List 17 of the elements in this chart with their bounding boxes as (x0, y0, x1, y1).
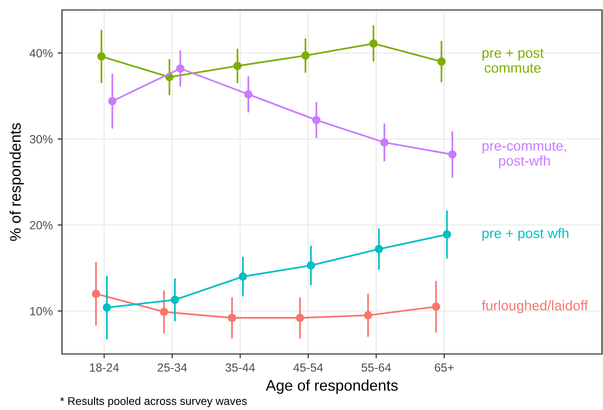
text: pre + post wfh (482, 228, 568, 241)
y-tick-label: 40% (30, 49, 53, 58)
y-tick-label: 30% (30, 135, 53, 144)
x-tick-label: 35-44 (226, 363, 255, 372)
text: furloughed/laidoff (482, 300, 588, 314)
text: pre + post commute (482, 48, 544, 73)
y-tick-label: 10% (30, 307, 53, 316)
series-label: pre-commute, post-wfh (482, 142, 566, 168)
x-tick-label: 65+ (434, 363, 454, 372)
y-tick-label: 20% (30, 221, 53, 230)
x-tick-label: 45-54 (293, 363, 323, 372)
y-axis-title: % of respondents (10, 123, 24, 241)
x-tick-label: 55-64 (362, 363, 391, 372)
x-axis-title: Age of respondents (266, 380, 398, 394)
text: * Results pooled across survey waves (60, 396, 247, 408)
x-tick-label: 25-34 (158, 363, 187, 372)
x-tick-label: 18-24 (90, 363, 119, 372)
